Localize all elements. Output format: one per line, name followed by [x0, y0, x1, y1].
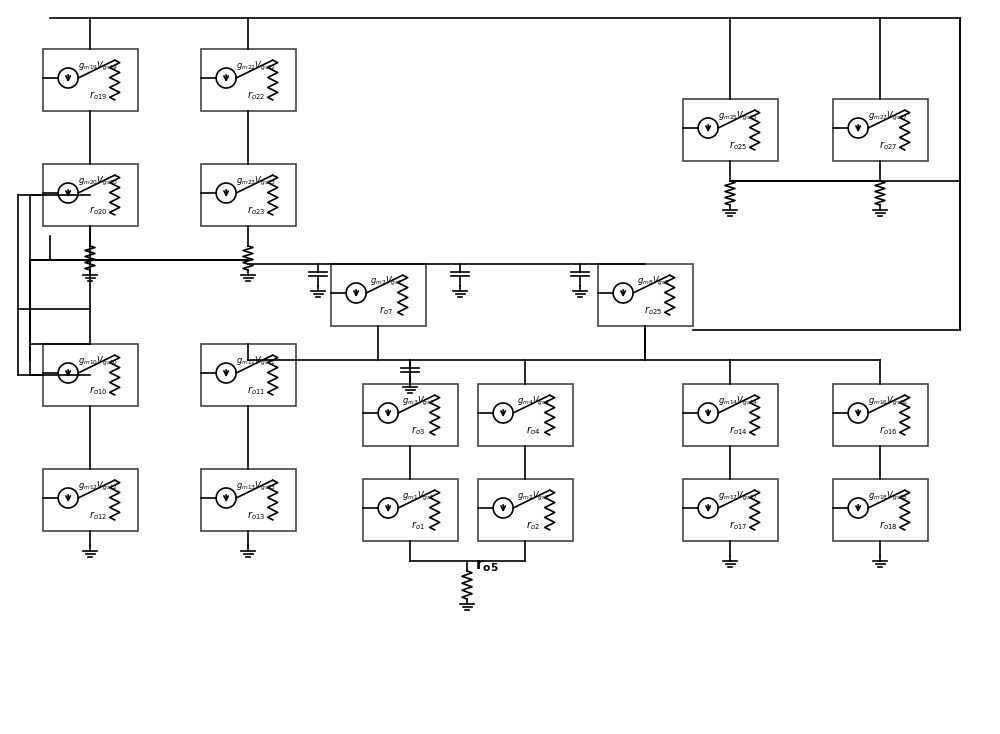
Text: $g_{m16}V_{gs16}$: $g_{m16}V_{gs16}$ — [868, 394, 908, 407]
Bar — [200, 164, 296, 226]
Bar — [478, 479, 572, 541]
Bar — [832, 99, 928, 161]
Text: $r_{o18}$: $r_{o18}$ — [879, 520, 897, 532]
Text: $g_{m27}V_{gs27}$: $g_{m27}V_{gs27}$ — [868, 109, 908, 123]
Bar — [682, 384, 778, 446]
Text: $r_{o12}$: $r_{o12}$ — [89, 509, 107, 523]
Bar — [42, 469, 138, 531]
Bar — [42, 49, 138, 111]
Text: $g_{m2}V_{gs2}$: $g_{m2}V_{gs2}$ — [517, 490, 549, 503]
Text: $g_{m10}V_{gs10}$: $g_{m10}V_{gs10}$ — [78, 355, 118, 368]
Bar — [200, 344, 296, 406]
Text: $r_{o4}$: $r_{o4}$ — [526, 424, 540, 437]
Text: $r_{o22}$: $r_{o22}$ — [247, 90, 265, 103]
Bar — [362, 384, 458, 446]
Text: $g_{m11}V_{gs11}$: $g_{m11}V_{gs11}$ — [236, 355, 276, 368]
Text: $r_{o10}$: $r_{o10}$ — [89, 385, 107, 397]
Bar — [42, 164, 138, 226]
Text: $g_{m19}V_{gs19}$: $g_{m19}V_{gs19}$ — [78, 59, 118, 73]
Text: $g_{m12}V_{gs12}$: $g_{m12}V_{gs12}$ — [78, 479, 118, 493]
Bar — [42, 344, 138, 406]
Bar — [200, 49, 296, 111]
Text: $g_{m1}V_{gs1}$: $g_{m1}V_{gs1}$ — [402, 490, 434, 503]
Text: $g_{m17}V_{gs17}$: $g_{m17}V_{gs17}$ — [718, 490, 758, 503]
Text: $g_{m14}V_{gs14}$: $g_{m14}V_{gs14}$ — [718, 394, 758, 407]
Text: $g_{m23}V_{gs23}$: $g_{m23}V_{gs23}$ — [236, 175, 276, 188]
Bar — [200, 469, 296, 531]
Text: $r_{o16}$: $r_{o16}$ — [879, 424, 897, 437]
Text: $r_{o17}$: $r_{o17}$ — [729, 520, 747, 532]
Bar — [598, 264, 692, 326]
Text: $r_{o27}$: $r_{o27}$ — [879, 139, 897, 153]
Text: $g_{m4}V_{gs4}$: $g_{m4}V_{gs4}$ — [517, 394, 549, 407]
Text: $g_{m18}V_{gs18}$: $g_{m18}V_{gs18}$ — [868, 490, 908, 503]
Text: $r_{o11}$: $r_{o11}$ — [247, 385, 265, 397]
Text: $g_{m3}V_{gs3}$: $g_{m3}V_{gs3}$ — [402, 394, 434, 407]
Text: $g_{m7}V_{gs7}$: $g_{m7}V_{gs7}$ — [370, 275, 402, 288]
Text: $r_{o14}$: $r_{o14}$ — [729, 424, 747, 437]
Bar — [478, 384, 572, 446]
Text: $r_{o23}$: $r_{o23}$ — [247, 205, 265, 217]
Text: $r_{o20}$: $r_{o20}$ — [89, 205, 107, 217]
Text: $r_{o19}$: $r_{o19}$ — [89, 90, 107, 103]
Text: $r_{o13}$: $r_{o13}$ — [247, 509, 265, 523]
Text: $r_{o2}$: $r_{o2}$ — [526, 520, 540, 532]
Text: $g_{m8}V_{gs8}$: $g_{m8}V_{gs8}$ — [637, 275, 669, 288]
Text: $r_{o7}$: $r_{o7}$ — [379, 305, 393, 317]
Bar — [682, 479, 778, 541]
Text: $\mathbf{r_{o5}}$: $\mathbf{r_{o5}}$ — [475, 558, 499, 574]
Text: $r_{o25}$: $r_{o25}$ — [644, 305, 662, 317]
Bar — [682, 99, 778, 161]
Bar — [362, 479, 458, 541]
Text: $r_{o1}$: $r_{o1}$ — [411, 520, 425, 532]
Text: $g_{m22}V_{gs22}$: $g_{m22}V_{gs22}$ — [236, 59, 276, 73]
Bar — [330, 264, 426, 326]
Bar — [832, 384, 928, 446]
Text: $g_{m20}V_{gs20}$: $g_{m20}V_{gs20}$ — [78, 175, 118, 188]
Text: $g_{m25}V_{gs25}$: $g_{m25}V_{gs25}$ — [718, 109, 758, 123]
Bar — [832, 479, 928, 541]
Text: $r_{o25}$: $r_{o25}$ — [729, 139, 747, 153]
Text: $r_{o3}$: $r_{o3}$ — [411, 424, 425, 437]
Text: $g_{m13}V_{gs13}$: $g_{m13}V_{gs13}$ — [236, 479, 276, 493]
